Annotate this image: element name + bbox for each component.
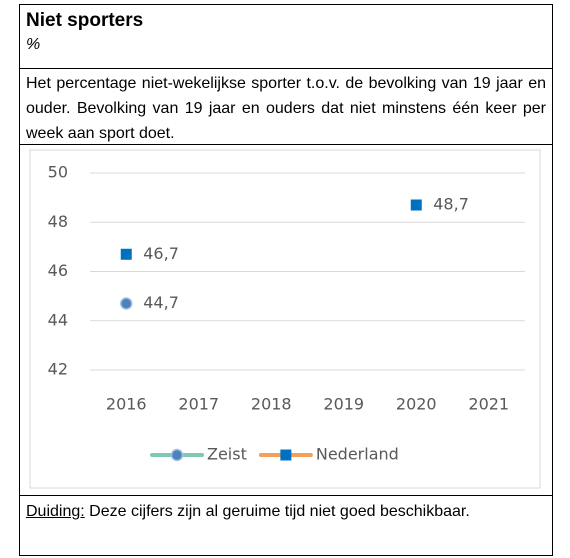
- x-tick-label: 2016: [106, 395, 147, 414]
- header: Niet sporters %: [20, 5, 552, 69]
- title: Niet sporters: [26, 10, 144, 31]
- footer-label: Duiding:: [26, 503, 85, 520]
- marker: [120, 248, 132, 260]
- data-label: 44,7: [143, 293, 179, 312]
- x-tick-label: 2017: [178, 395, 219, 414]
- legend-label: Zeist: [207, 445, 247, 464]
- marker: [280, 449, 292, 461]
- chart-frame: [29, 149, 541, 489]
- data-label: 46,7: [143, 244, 179, 263]
- y-tick-label: 42: [48, 360, 68, 379]
- y-tick-label: 46: [48, 261, 68, 280]
- footer-text: Deze cijfers zijn al geruime tijd niet g…: [89, 503, 470, 520]
- card: Niet sporters % Het percentage niet-weke…: [19, 4, 553, 556]
- marker: [170, 448, 184, 462]
- y-tick-label: 44: [48, 310, 68, 329]
- legend-label: Nederland: [316, 445, 399, 464]
- marker: [120, 297, 133, 310]
- unit: %: [26, 36, 41, 53]
- x-tick-label: 2018: [251, 395, 292, 414]
- x-tick-label: 2019: [323, 395, 364, 414]
- y-tick-label: 50: [48, 163, 68, 182]
- data-label: 48,7: [433, 195, 469, 214]
- x-tick-label: 2020: [396, 395, 437, 414]
- x-tick-label: 2021: [468, 395, 509, 414]
- footer: Duiding: Deze cijfers zijn al geruime ti…: [20, 495, 552, 555]
- y-tick-label: 48: [48, 212, 68, 231]
- chart-cell: [20, 144, 552, 496]
- marker: [410, 199, 422, 211]
- description: Het percentage niet-wekelijkse sporter t…: [20, 68, 552, 144]
